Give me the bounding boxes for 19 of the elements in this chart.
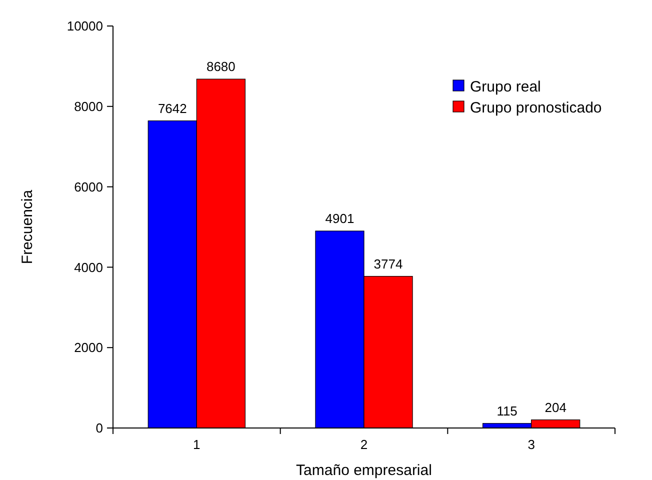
data-label: 8680 [206,59,236,74]
legend-label: Grupo pronosticado [470,99,602,116]
data-label: 115 [496,403,518,418]
y-tick-label: 2000 [74,340,103,356]
legend-label: Grupo real [470,78,541,96]
x-axis-title: Tamaño empresarial [296,462,432,479]
y-tick-label: 4000 [74,260,103,275]
y-tick-label: 10000 [66,18,103,34]
y-tick-label: 6000 [74,179,103,194]
y-axis-title: Frecuencia [19,189,36,264]
x-tick-label: 1 [193,437,200,452]
data-label: 7642 [158,100,187,116]
data-label: 204 [544,400,566,415]
x-tick-label: 2 [360,437,368,452]
x-tick-label: 3 [528,437,535,452]
y-tick-label: 8000 [74,98,103,114]
data-label: 3774 [374,256,403,272]
data-label: 4901 [325,210,354,226]
y-tick-label: 0 [96,420,103,436]
